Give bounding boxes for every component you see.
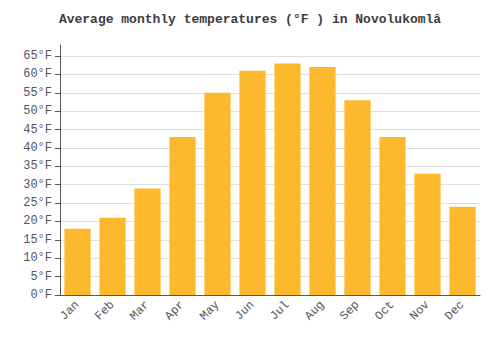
svg-text:30°F: 30°F [23,178,52,192]
svg-text:Sep: Sep [337,298,362,323]
svg-text:May: May [197,298,222,323]
svg-text:65°F: 65°F [23,49,52,63]
svg-text:Dec: Dec [442,298,467,323]
svg-text:Apr: Apr [162,298,187,323]
svg-text:5°F: 5°F [30,270,52,284]
svg-text:Aug: Aug [302,298,327,323]
svg-text:10°F: 10°F [23,251,52,265]
svg-text:35°F: 35°F [23,159,52,173]
svg-text:60°F: 60°F [23,67,52,81]
svg-text:0°F: 0°F [30,288,52,302]
svg-text:Average monthly temperatures (: Average monthly temperatures (°F ) in No… [59,12,441,27]
svg-text:Feb: Feb [92,298,117,323]
svg-text:Mar: Mar [127,298,152,323]
svg-text:50°F: 50°F [23,104,52,118]
svg-text:Jul: Jul [267,298,292,323]
svg-text:25°F: 25°F [23,196,52,210]
svg-text:45°F: 45°F [23,123,52,137]
svg-text:20°F: 20°F [23,214,52,228]
svg-text:Jan: Jan [57,298,82,323]
svg-text:Nov: Nov [407,298,432,323]
svg-text:Oct: Oct [372,298,397,323]
svg-text:Jun: Jun [232,298,257,323]
svg-text:15°F: 15°F [23,233,52,247]
svg-text:55°F: 55°F [23,86,52,100]
svg-text:40°F: 40°F [23,141,52,155]
